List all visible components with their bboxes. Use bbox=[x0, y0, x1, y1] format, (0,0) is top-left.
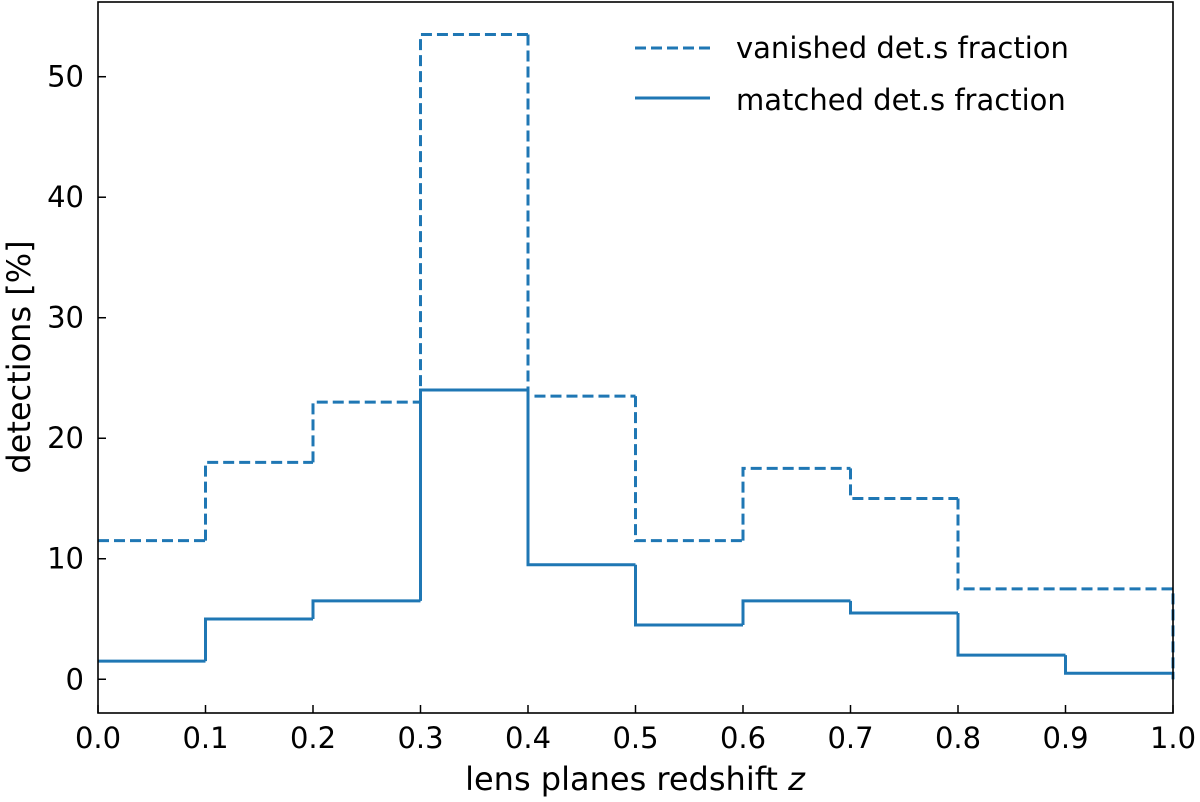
legend-label-vanished: vanished det.s fraction bbox=[736, 31, 1069, 65]
step-vanished-bin-4 bbox=[526, 34, 636, 398]
y-tick-label: 20 bbox=[47, 421, 84, 455]
x-tick-label: 0.7 bbox=[827, 721, 873, 755]
legend: vanished det.s fraction matched det.s fr… bbox=[635, 31, 1069, 117]
legend-label-matched: matched det.s fraction bbox=[736, 83, 1066, 117]
series-vanished bbox=[98, 33, 1175, 680]
x-tick-label: 0.3 bbox=[397, 721, 443, 755]
step-matched-bin-6 bbox=[741, 599, 851, 626]
x-tick-label: 1.0 bbox=[1150, 721, 1196, 755]
y-tick-label: 50 bbox=[47, 60, 84, 94]
x-tick-label: 0.2 bbox=[290, 721, 336, 755]
step-vanished-bin-6 bbox=[741, 466, 851, 541]
x-tick-label: 0.6 bbox=[720, 721, 766, 755]
step-matched-bin-9 bbox=[1064, 655, 1175, 680]
step-vanished-bin-7 bbox=[849, 468, 958, 500]
step-matched-bin-1 bbox=[204, 617, 313, 662]
y-tick-label: 40 bbox=[47, 180, 84, 214]
x-tick-label: 0.1 bbox=[182, 721, 228, 755]
x-tick-label: 0.8 bbox=[935, 721, 981, 755]
ticks-layer: 0.0 0.1 0.2 0.3 0.4 0.5 0.6 0.7 0.8 0.9 1.0 0 10 20 30… bbox=[47, 60, 1196, 755]
step-vanished-bin-3 bbox=[419, 33, 528, 403]
y-tick-label: 10 bbox=[47, 542, 84, 576]
series-layer bbox=[98, 33, 1175, 680]
step-vanished-bin-2 bbox=[311, 400, 421, 463]
plot-frame bbox=[97, 1, 1174, 714]
step-vanished-bin-1 bbox=[204, 460, 313, 541]
step-matched-bin-7 bbox=[849, 600, 958, 615]
step-matched-bin-2 bbox=[311, 599, 421, 620]
x-tick-label: 0.9 bbox=[1042, 721, 1088, 755]
step-matched-bin-5 bbox=[634, 564, 743, 627]
x-tick-label: 0.5 bbox=[612, 721, 658, 755]
x-tick-label: 0.0 bbox=[75, 721, 121, 755]
step-vanished-bin-5 bbox=[634, 396, 743, 543]
y-axis-label: detections [%] bbox=[0, 240, 38, 473]
step-vanished-bin-9 bbox=[1065, 587, 1175, 680]
x-tick-label: 0.4 bbox=[505, 721, 551, 755]
step-matched-bin-3 bbox=[419, 388, 528, 601]
step-vanished-bin-8 bbox=[956, 498, 1066, 591]
step-matched-bin-8 bbox=[956, 612, 1066, 657]
x-axis-label: lens planes redshift z bbox=[465, 760, 806, 798]
y-tick-label: 30 bbox=[47, 301, 84, 335]
y-tick-label: 0 bbox=[66, 662, 84, 696]
step-matched-bin-4 bbox=[526, 390, 636, 567]
